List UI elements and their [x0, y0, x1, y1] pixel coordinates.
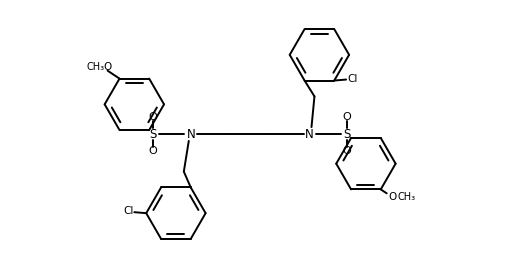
Text: O: O [104, 62, 112, 72]
Text: N: N [186, 128, 195, 140]
Text: O: O [149, 112, 157, 122]
Text: S: S [343, 128, 351, 140]
Text: O: O [343, 146, 351, 156]
Text: CH₃: CH₃ [398, 192, 416, 202]
Text: S: S [149, 128, 157, 140]
Text: Cl: Cl [123, 206, 134, 216]
Text: O: O [389, 192, 397, 202]
Text: O: O [149, 146, 157, 156]
Text: Cl: Cl [347, 73, 357, 84]
Text: N: N [305, 128, 314, 140]
Text: O: O [343, 112, 351, 122]
Text: CH₃: CH₃ [87, 62, 105, 72]
